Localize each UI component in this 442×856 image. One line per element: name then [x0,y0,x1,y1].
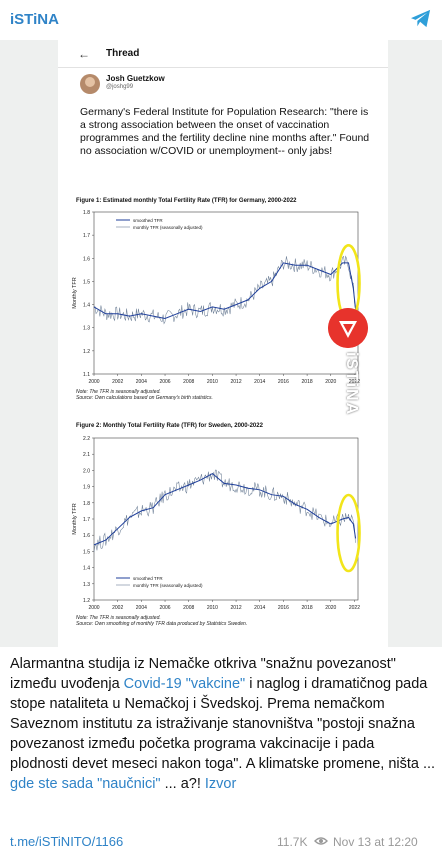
figure-1-note: Note: The TFR is seasonally adjusted. So… [76,389,213,401]
y-tick-label: 1.8 [83,501,90,507]
channel-name[interactable]: iSTiNA [10,11,59,28]
x-tick-label: 2006 [159,379,170,385]
message-part-2: i naglog i dramatičnog pada stope natali… [10,676,436,772]
arrow-left-icon: ← [78,47,90,61]
x-tick-label: 2004 [136,605,147,611]
y-tick-label: 2.2 [83,436,90,442]
x-tick-label: 2010 [207,379,218,385]
legend-label-smoothed: smoothed TFR [133,576,163,581]
y-tick-label: 1.4 [83,566,90,572]
channel-header: iSTiNA [0,0,442,38]
y-tick-label: 1.2 [83,349,90,355]
figure-2-note-line: Note: The TFR is seasonally adjusted. [76,615,161,621]
figure-2-source-line: Source: Own smoothing of monthly TFR dat… [76,621,248,627]
watermark: iSTiNA [328,308,368,478]
message-text: Alarmantna studija iz Nemačke otkriva "s… [10,654,436,794]
x-tick-label: 2000 [88,379,99,385]
thread-bar: ← Thread [58,40,388,68]
figure-2-note: Note: The TFR is seasonally adjusted. So… [76,615,247,627]
x-tick-label: 2008 [183,379,194,385]
thread-title: Thread [106,48,140,59]
x-tick-label: 2020 [325,379,336,385]
author-name: Josh Guetzkow [106,74,165,83]
y-tick-label: 2.1 [83,452,90,458]
x-tick-label: 2016 [278,379,289,385]
watermark-text: iSTiNA [343,352,360,417]
post-link[interactable]: t.me/iSTiNITO/1166 [10,834,124,849]
smoothed-tfr-line [93,262,357,320]
y-axis-label: Monthly TFR [72,277,78,308]
figure-1-source-line: Source: Own calculations based on German… [76,395,213,401]
y-tick-label: 1.9 [83,485,90,491]
link-scientists[interactable]: gde ste sada "naučnici" [10,776,161,792]
y-tick-label: 1.1 [83,372,90,378]
x-tick-label: 2016 [278,605,289,611]
chart-sweden: 1.2 1.3 1.4 1.5 1.6 1.7 1.8 1.9 2.0 2.1 2.2 2000 200… [72,436,361,611]
y-tick-label: 1.3 [83,582,90,588]
tweet-text: Germany's Federal Institute for Populati… [80,106,370,157]
plot-frame [93,211,359,375]
chart-germany: 1.1 1.2 1.3 1.4 1.5 1.6 1.7 1.8 2000 2002 2004 2006… [72,210,361,385]
view-count: 11.7K [277,835,308,849]
message-part-3: ... a?! [160,776,205,792]
x-tick-label: 2002 [112,605,123,611]
figure-2-caption: Figure 2: Monthly Total Fertility Rate (… [76,423,263,429]
post-date: Nov 13 at 12:20 [333,835,418,849]
x-tick-label: 2022 [349,379,360,385]
monthly-tfr-line [93,469,356,553]
post-footer: t.me/iSTiNITO/1166 11.7K Nov 13 at 12:20 [0,832,442,852]
istina-logo-icon [328,308,368,348]
x-tick-label: 2010 [207,605,218,611]
link-source[interactable]: Izvor [204,776,237,792]
link-covid-vaccine[interactable]: Covid-19 "vakcine" [123,676,246,692]
y-tick-label: 1.8 [83,210,90,216]
figure-1-caption: Figure 1: Estimated monthly Total Fertil… [76,198,297,204]
x-tick-label: 2012 [231,379,242,385]
x-tick-label: 2008 [183,605,194,611]
y-tick-label: 2.0 [83,468,90,474]
y-axis-label: Monthly TFR [72,503,78,534]
x-tick-label: 2014 [254,379,265,385]
message-part-1: Alarmantna studija iz Nemačke otkriva "s… [10,656,396,692]
telegram-icon[interactable] [410,9,432,29]
x-tick-label: 2018 [302,379,313,385]
y-tick-label: 1.7 [83,517,90,523]
y-tick-label: 1.6 [83,256,90,262]
legend-label-monthly: monthly TFR (seasonally adjusted) [133,225,203,230]
y-tick-label: 1.5 [83,549,90,555]
x-tick-label: 2000 [88,605,99,611]
x-tick-label: 2006 [159,605,170,611]
monthly-tfr-line [93,255,356,325]
figure-1-note-line: Note: The TFR is seasonally adjusted. [76,389,161,395]
post-image[interactable]: ← Thread Josh Guetzkow @joshg99 Germany'… [0,40,442,647]
legend-label-smoothed: smoothed TFR [133,218,163,223]
x-tick-label: 2012 [231,605,242,611]
y-tick-label: 1.3 [83,326,90,332]
y-tick-label: 1.4 [83,303,90,309]
x-tick-label: 2022 [349,605,360,611]
x-tick-label: 2014 [254,605,265,611]
screenshot-document: ← Thread Josh Guetzkow @joshg99 Germany'… [58,40,388,647]
plot-frame [93,437,359,601]
highlight-ellipse [336,493,361,573]
author-handle: @joshg99 [106,84,134,90]
y-tick-label: 1.5 [83,279,90,285]
y-tick-label: 1.7 [83,233,90,239]
smoothed-tfr-line [93,472,357,546]
legend-label-monthly: monthly TFR (seasonally adjusted) [133,583,203,588]
x-tick-label: 2002 [112,379,123,385]
eye-icon [314,837,328,845]
y-tick-label: 1.2 [83,598,90,604]
avatar [80,74,100,94]
x-tick-label: 2018 [302,605,313,611]
y-tick-label: 1.6 [83,533,90,539]
x-tick-label: 2004 [136,379,147,385]
x-tick-label: 2020 [325,605,336,611]
